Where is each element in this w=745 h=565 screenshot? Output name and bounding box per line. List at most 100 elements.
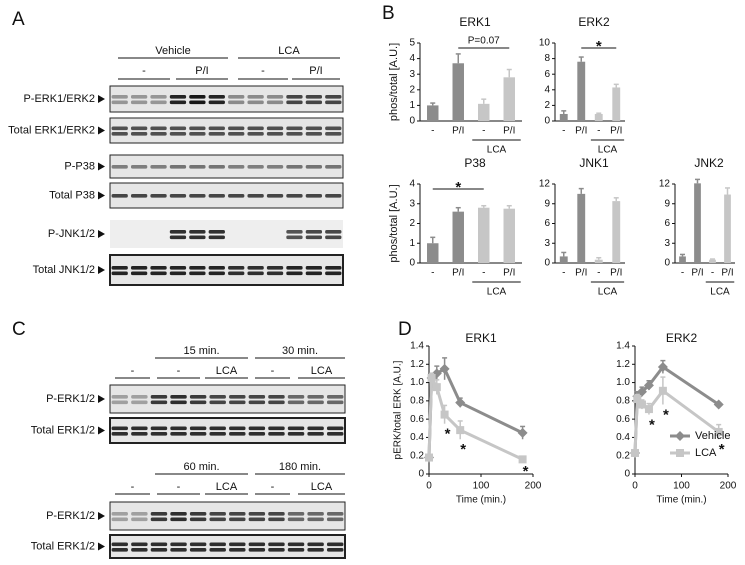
- y-tick-label: 2: [409, 218, 415, 229]
- blot-band: [325, 95, 342, 99]
- panel-letter: A: [12, 9, 25, 30]
- y-tick-label: 1: [409, 100, 415, 111]
- chart-title: ERK2: [666, 331, 698, 345]
- y-tick-label: 0.2: [410, 450, 424, 461]
- legend-marker: [675, 431, 685, 441]
- marker: [633, 395, 642, 404]
- error-bar: [561, 110, 567, 114]
- error-bar: [430, 102, 436, 106]
- x-tick-label: P/I: [721, 268, 733, 279]
- arrow: [98, 542, 105, 551]
- y-tick-label: 1.4: [410, 341, 424, 352]
- blot-band: [169, 100, 187, 105]
- blot-band: [111, 95, 128, 99]
- blot-label: P-JNK1/2: [48, 228, 95, 240]
- blot-band: [268, 400, 285, 405]
- blot-label: Total ERK1/2: [31, 424, 95, 436]
- blot-band: [131, 426, 148, 431]
- y-tick-label: 0: [409, 258, 415, 269]
- arrow: [98, 191, 105, 200]
- x-tick-label: P/I: [503, 268, 515, 279]
- blot-band: [209, 426, 226, 431]
- x-tick-label: 200: [720, 481, 737, 492]
- blot-band: [326, 395, 344, 399]
- y-tick-label: 4: [409, 179, 415, 190]
- blot-band: [307, 542, 324, 547]
- blot-band: [130, 126, 148, 131]
- blot-band: [130, 271, 148, 276]
- blot-band: [326, 432, 344, 436]
- blot-band: [325, 100, 342, 105]
- blot-band: [170, 432, 187, 436]
- bar: [594, 259, 603, 263]
- condition-label: -: [177, 481, 181, 493]
- x-tick-label: 100: [673, 481, 690, 492]
- blot-band: [248, 395, 266, 399]
- blot-band: [325, 230, 342, 234]
- group-label: LCA: [278, 45, 300, 57]
- bar: [559, 256, 568, 263]
- blot-band: [150, 542, 168, 547]
- blot-band: [111, 165, 128, 169]
- y-tick-label: 9: [664, 198, 670, 209]
- blot-band: [247, 165, 264, 169]
- group-label: LCA: [487, 287, 507, 298]
- blot-band: [228, 100, 245, 105]
- blot-band: [150, 95, 167, 99]
- y-tick-label: 0.6: [410, 414, 424, 425]
- blot-band: [229, 517, 246, 522]
- blot-band: [169, 194, 187, 198]
- marker: [657, 362, 668, 373]
- blot-band: [169, 95, 187, 99]
- blot-band: [268, 512, 285, 516]
- blot-band: [286, 271, 303, 276]
- chart-title: ERK2: [578, 15, 610, 29]
- blot-band: [150, 132, 167, 136]
- blot-band: [131, 512, 148, 516]
- blot-band: [286, 165, 303, 169]
- blot-band: [169, 266, 187, 270]
- time-label: 15 min.: [183, 345, 219, 357]
- error-bar: [613, 83, 619, 88]
- blot-band: [169, 165, 187, 169]
- group-label: LCA: [598, 287, 618, 298]
- marker: [440, 410, 449, 419]
- blot-band: [150, 426, 168, 431]
- blot-band: [170, 426, 187, 431]
- blot: [109, 85, 344, 113]
- blot-band: [248, 426, 266, 431]
- blot-band: [305, 230, 323, 234]
- y-tick-label: 1.4: [616, 341, 630, 352]
- blot-band: [130, 132, 148, 136]
- blot-band: [307, 395, 324, 399]
- blot-band: [150, 271, 167, 276]
- bar: [503, 208, 515, 263]
- time-label: 30 min.: [282, 345, 318, 357]
- blot-band: [228, 132, 245, 136]
- blot-band: [150, 400, 168, 405]
- blot-band: [208, 271, 225, 276]
- blot-band: [130, 194, 148, 198]
- panel-letter: B: [382, 3, 395, 24]
- blot-band: [229, 512, 246, 516]
- bar: [577, 61, 586, 121]
- blot-band: [150, 194, 167, 198]
- y-tick-label: 3: [409, 69, 415, 80]
- bar: [724, 194, 731, 263]
- panel-letter: D: [398, 319, 412, 340]
- blot-band: [266, 126, 284, 131]
- blot-label: Total JNK1/2: [33, 264, 95, 276]
- blot-band: [325, 194, 342, 198]
- blot-band: [228, 266, 245, 270]
- blot-band: [287, 426, 305, 431]
- blot: [110, 220, 343, 248]
- blot-band: [305, 132, 323, 136]
- blot-band: [150, 548, 168, 552]
- legend-label: LCA: [695, 447, 717, 459]
- y-tick-label: 8: [544, 53, 550, 64]
- error-bar: [596, 112, 602, 114]
- blot-band: [326, 400, 344, 405]
- blot-band: [248, 542, 266, 547]
- marker: [425, 453, 433, 462]
